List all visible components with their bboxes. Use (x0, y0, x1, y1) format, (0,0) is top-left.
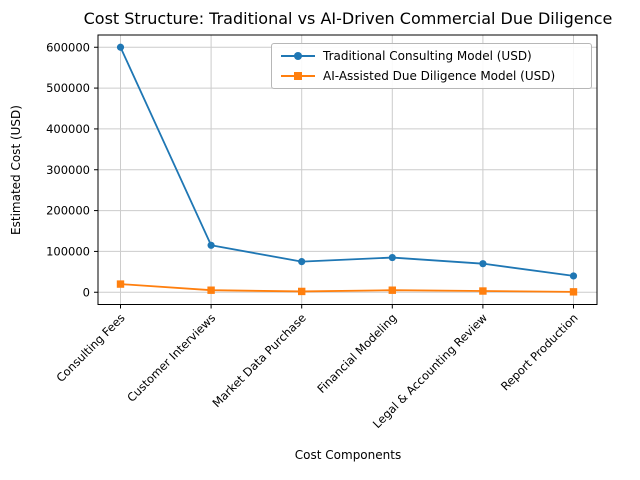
series-line (119, 46, 574, 277)
legend-line-square-sample (281, 69, 315, 83)
y-tick-label: 0 (83, 285, 90, 299)
legend: Traditional Consulting Model (USD) AI-As… (271, 43, 592, 89)
circle-marker-icon (294, 52, 302, 60)
legend-label-ai: AI-Assisted Due Diligence Model (USD) (323, 69, 556, 83)
legend-line-circle-sample (281, 49, 315, 63)
chart-title: Cost Structure: Traditional vs AI-Driven… (83, 9, 613, 28)
data-point-marker (116, 43, 125, 51)
x-tick-label: Financial Modeling (314, 311, 399, 396)
data-point-marker (569, 288, 578, 296)
x-tick-label: Consulting Fees (53, 311, 127, 385)
x-tick-label: Market Data Purchase (209, 311, 308, 410)
data-point-marker (479, 287, 487, 295)
y-tick-label: 400000 (46, 122, 90, 136)
legend-entry-traditional: Traditional Consulting Model (USD) (281, 49, 583, 63)
y-tick-label: 300000 (46, 163, 90, 177)
data-point-marker (298, 287, 306, 296)
series-line (120, 283, 574, 293)
square-marker-icon (294, 72, 302, 80)
data-point-marker (569, 272, 578, 280)
x-axis-label: Cost Components (294, 448, 402, 462)
y-axis-label: Estimated Cost (USD) (9, 105, 23, 235)
data-point-marker (479, 260, 487, 268)
legend-entry-ai: AI-Assisted Due Diligence Model (USD) (281, 69, 583, 83)
data-point-marker (298, 258, 306, 266)
data-point-marker (388, 286, 396, 294)
legend-label-traditional: Traditional Consulting Model (USD) (323, 49, 532, 63)
data-point-marker (116, 280, 125, 288)
y-tick-label: 600000 (46, 40, 90, 54)
data-point-marker (207, 241, 215, 249)
y-tick-label: 200000 (46, 204, 90, 218)
data-point-marker (388, 253, 396, 262)
x-tick-label: Customer Interviews (124, 311, 218, 405)
x-tick-label: Report Production (498, 311, 581, 394)
y-tick-label: 500000 (46, 81, 90, 95)
data-point-marker (207, 286, 215, 294)
y-tick-label: 100000 (46, 244, 90, 258)
